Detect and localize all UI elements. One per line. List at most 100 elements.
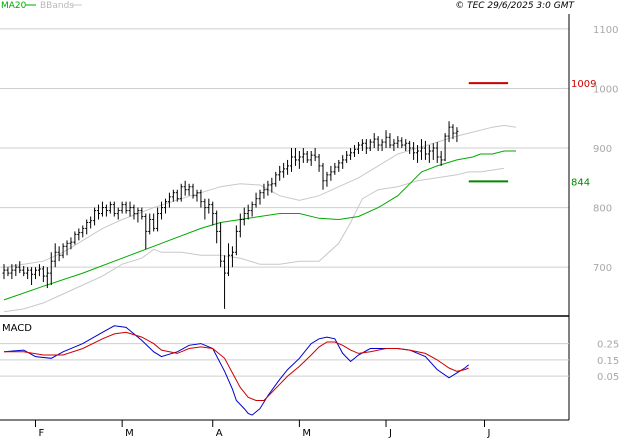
month-label: M	[302, 428, 311, 439]
candle	[309, 151, 313, 166]
price-y-tick-label: 900	[593, 144, 612, 155]
ma-legend: MA20	[1, 1, 27, 11]
candle	[325, 171, 329, 187]
month-label: F	[39, 428, 45, 439]
resistance-label: 1009	[571, 79, 596, 90]
candle	[199, 189, 203, 208]
candle	[286, 159, 290, 175]
candle	[246, 204, 250, 220]
candle	[73, 231, 77, 245]
candle	[274, 171, 278, 187]
candle	[116, 207, 120, 220]
price-levels: 1009 844	[468, 79, 596, 188]
candle	[447, 121, 451, 143]
candle	[226, 243, 230, 277]
price-y-tick-label: 1100	[593, 25, 618, 36]
candle	[372, 133, 376, 149]
candle	[412, 142, 416, 160]
candle	[179, 183, 183, 202]
candle	[270, 177, 274, 193]
candle	[175, 189, 179, 202]
candle	[97, 204, 101, 220]
candle	[353, 145, 357, 157]
bbands-legend: BBands	[40, 1, 74, 11]
candle	[203, 198, 207, 220]
candle	[345, 151, 349, 163]
candle	[337, 159, 341, 172]
price-y-tick-label: 800	[593, 204, 612, 215]
candle	[392, 139, 396, 152]
candle	[290, 148, 294, 172]
candle	[61, 243, 65, 259]
candle	[234, 225, 238, 256]
candle	[254, 192, 258, 208]
candle	[6, 267, 10, 277]
ma20-curve	[3, 150, 516, 301]
candle	[37, 264, 41, 277]
candle	[423, 140, 427, 160]
candle	[10, 264, 14, 280]
candle	[333, 162, 337, 175]
candle	[26, 267, 30, 280]
candle	[364, 139, 368, 154]
candle	[419, 139, 423, 160]
candle	[301, 148, 305, 163]
candle	[77, 228, 81, 241]
candle	[388, 133, 392, 149]
candle	[34, 267, 38, 280]
candle	[223, 255, 227, 309]
candle	[262, 183, 266, 199]
candle	[45, 267, 49, 289]
candle	[451, 124, 455, 140]
candle	[171, 189, 175, 202]
candle	[81, 225, 85, 238]
candle	[293, 148, 297, 166]
bollinger-bands	[3, 124, 517, 313]
candle	[132, 204, 136, 220]
candle	[439, 151, 443, 166]
price-y-tick-label: 1000	[593, 84, 618, 95]
candle	[22, 265, 26, 277]
candle	[384, 130, 388, 149]
candle	[297, 151, 301, 169]
candle	[431, 143, 435, 160]
macd-y-tick-label: 0.25	[597, 340, 619, 351]
candle	[329, 165, 333, 181]
candle	[30, 267, 34, 286]
macd-y-axis-labels: 0.05 0.15 0.25	[597, 340, 619, 384]
candle	[250, 201, 254, 217]
bband-lower	[3, 167, 505, 313]
candle	[404, 139, 408, 152]
candle	[152, 213, 156, 232]
candle	[321, 162, 325, 190]
candle	[14, 264, 18, 277]
candle	[167, 192, 171, 208]
candle	[219, 222, 223, 268]
candle	[140, 207, 144, 220]
candle	[380, 139, 384, 152]
month-label: J	[388, 428, 392, 439]
macd-y-tick-label: 0.05	[597, 372, 619, 383]
candle	[49, 252, 53, 286]
candle	[230, 246, 234, 268]
candle	[120, 201, 124, 214]
macd-lines	[3, 325, 470, 416]
candle	[349, 148, 353, 160]
candle	[57, 246, 61, 262]
candle	[408, 140, 412, 154]
candle	[443, 133, 447, 162]
candle	[163, 198, 167, 214]
candle	[396, 136, 400, 149]
candle	[85, 219, 89, 235]
support-label: 844	[571, 177, 590, 188]
candle	[136, 207, 140, 223]
candle	[427, 145, 431, 163]
candle	[416, 145, 420, 163]
macd-signal-line	[4, 331, 469, 401]
candle	[282, 162, 286, 178]
candle	[238, 213, 242, 238]
candle	[455, 127, 459, 143]
